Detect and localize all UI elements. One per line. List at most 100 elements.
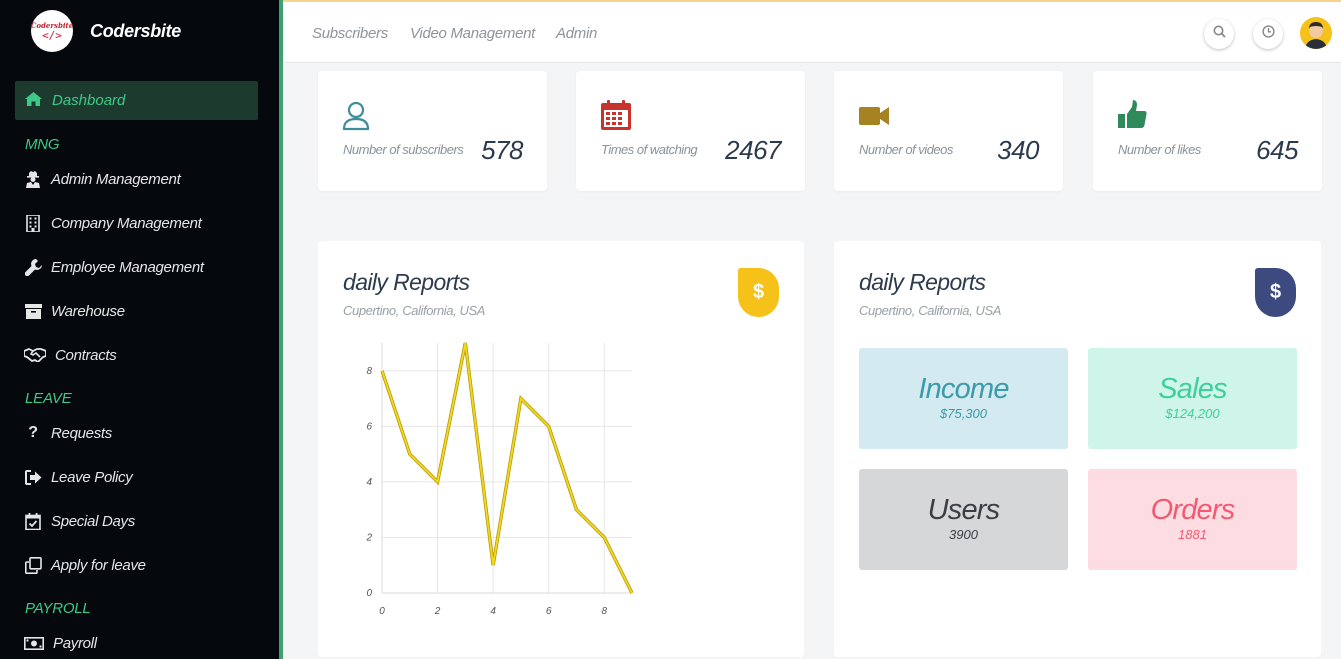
panel-title: daily Reports [859, 269, 986, 295]
sidebar-item-label: Company Management [51, 214, 202, 232]
archive-icon [24, 302, 42, 320]
stat-card-subscribers: Number of subscribers 578 [318, 71, 547, 191]
stat-label: Number of videos [859, 142, 953, 157]
sidebar-item-label: Employee Management [51, 258, 204, 276]
sidebar-item-label: Requests [51, 424, 112, 442]
stat-value: 2467 [725, 135, 781, 165]
sidebar-item-label: Admin Management [51, 170, 181, 188]
stat-label: Number of likes [1118, 142, 1201, 157]
tile-name: Users [927, 494, 1001, 526]
panel-title: daily Reports [343, 269, 470, 295]
x-tick-label: 8 [601, 606, 607, 617]
user-icon [342, 99, 374, 131]
money-bill-icon [24, 634, 44, 652]
sidebar-item-dashboard[interactable]: Dashboard [15, 81, 258, 120]
sidebar-item-requests[interactable]: ? Requests [24, 421, 112, 445]
tile-name: Orders [1150, 494, 1236, 526]
video-camera-icon [858, 99, 890, 131]
clone-icon [24, 556, 42, 574]
dollar-badge: $ [1255, 268, 1296, 317]
sidebar-item-label: Dashboard [52, 92, 126, 109]
x-tick-label: 0 [379, 606, 385, 617]
topnav-subscribers[interactable]: Subscribers [312, 25, 388, 42]
sidebar-item-label: Payroll [53, 634, 97, 652]
question-icon: ? [28, 424, 38, 441]
y-tick-label: 6 [366, 421, 372, 432]
tile-value: $124,200 [1165, 406, 1220, 421]
sidebar-item-label: Leave Policy [51, 468, 133, 486]
sidebar-item-leave-policy[interactable]: Leave Policy [24, 465, 133, 489]
stat-card-watching: Times of watching 2467 [576, 71, 805, 191]
stat-card-likes: Number of likes 645 [1093, 71, 1322, 191]
y-tick-label: 0 [366, 588, 372, 599]
search-icon [1213, 25, 1226, 43]
stat-card-videos: Number of videos 340 [834, 71, 1063, 191]
brand-name: Codersbite [90, 20, 182, 41]
user-avatar[interactable] [1300, 17, 1332, 49]
sidebar: Codersbite </> Codersbite Dashboard MNG … [0, 0, 279, 659]
top-bar: Subscribers Video Management Admin [283, 0, 1341, 63]
calendar-check-icon [24, 512, 42, 530]
sidebar-item-employee-management[interactable]: Employee Management [24, 255, 204, 279]
line-chart: 0 2 4 6 8 0 2 4 6 8 [365, 342, 634, 617]
brand-logo-text: Codersbite [30, 20, 74, 30]
wrench-icon [24, 258, 42, 276]
stat-label: Number of subscribers [343, 142, 464, 157]
y-tick-label: 8 [366, 366, 372, 377]
x-tick-label: 2 [434, 606, 441, 617]
dollar-badge: $ [738, 268, 779, 317]
section-title-mng: MNG [25, 136, 60, 153]
clock-icon [1261, 25, 1275, 43]
tile-value: $75,300 [940, 406, 987, 421]
dollar-icon: $ [752, 281, 765, 303]
panel-subtitle: Cupertino, California, USA [859, 303, 1002, 318]
user-secret-icon [24, 170, 42, 188]
tile-value: 1881 [1178, 527, 1207, 542]
thumbs-up-icon [1117, 99, 1149, 131]
x-tick-label: 4 [490, 606, 496, 617]
topnav-video-management[interactable]: Video Management [410, 25, 536, 42]
sidebar-item-admin-management[interactable]: Admin Management [24, 167, 181, 191]
sidebar-item-payroll[interactable]: Payroll [24, 631, 97, 655]
sidebar-item-label: Warehouse [51, 302, 125, 320]
sidebar-item-label: Contracts [55, 346, 117, 364]
sidebar-item-special-days[interactable]: Special Days [24, 509, 135, 533]
building-icon [24, 214, 42, 232]
section-title-payroll: PAYROLL [25, 600, 91, 617]
sign-out-icon [24, 468, 42, 486]
brand[interactable]: Codersbite </> Codersbite [31, 10, 181, 52]
tile-name: Sales [1158, 373, 1227, 405]
tile-value: 3900 [949, 527, 978, 542]
search-button[interactable] [1204, 19, 1234, 49]
sidebar-item-company-management[interactable]: Company Management [24, 211, 202, 235]
stat-value: 340 [997, 135, 1039, 165]
brand-logo: Codersbite </> [31, 10, 73, 52]
panel-subtitle: Cupertino, California, USA [343, 303, 486, 318]
sidebar-item-apply-for-leave[interactable]: Apply for leave [24, 553, 146, 577]
sidebar-item-warehouse[interactable]: Warehouse [24, 299, 125, 323]
stat-value: 645 [1256, 135, 1298, 165]
sidebar-item-label: Apply for leave [51, 556, 146, 574]
topnav-admin[interactable]: Admin [556, 25, 598, 42]
tile-orders[interactable]: Orders 1881 [1088, 469, 1297, 570]
sidebar-item-contracts[interactable]: Contracts [24, 343, 117, 367]
home-icon [25, 91, 45, 110]
tile-users[interactable]: Users 3900 [859, 469, 1068, 570]
y-tick-label: 2 [365, 532, 372, 543]
sidebar-item-label: Special Days [51, 512, 135, 530]
series-line-outline [380, 342, 634, 594]
dollar-icon: $ [1269, 281, 1282, 303]
section-title-leave: LEAVE [25, 390, 72, 407]
tile-income[interactable]: Income $75,300 [859, 348, 1068, 449]
tile-sales[interactable]: Sales $124,200 [1088, 348, 1297, 449]
series-line [381, 342, 633, 594]
stat-value: 578 [481, 135, 523, 165]
sidebar-scroll-strip [279, 0, 283, 659]
daily-report-chart-panel: daily Reports Cupertino, California, USA… [318, 241, 804, 657]
daily-report-summary-panel: daily Reports Cupertino, California, USA… [834, 241, 1321, 657]
calendar-icon [600, 99, 632, 131]
history-button[interactable] [1253, 19, 1283, 49]
tile-name: Income [918, 373, 1009, 405]
handshake-icon [24, 346, 46, 364]
x-tick-label: 6 [546, 606, 552, 617]
